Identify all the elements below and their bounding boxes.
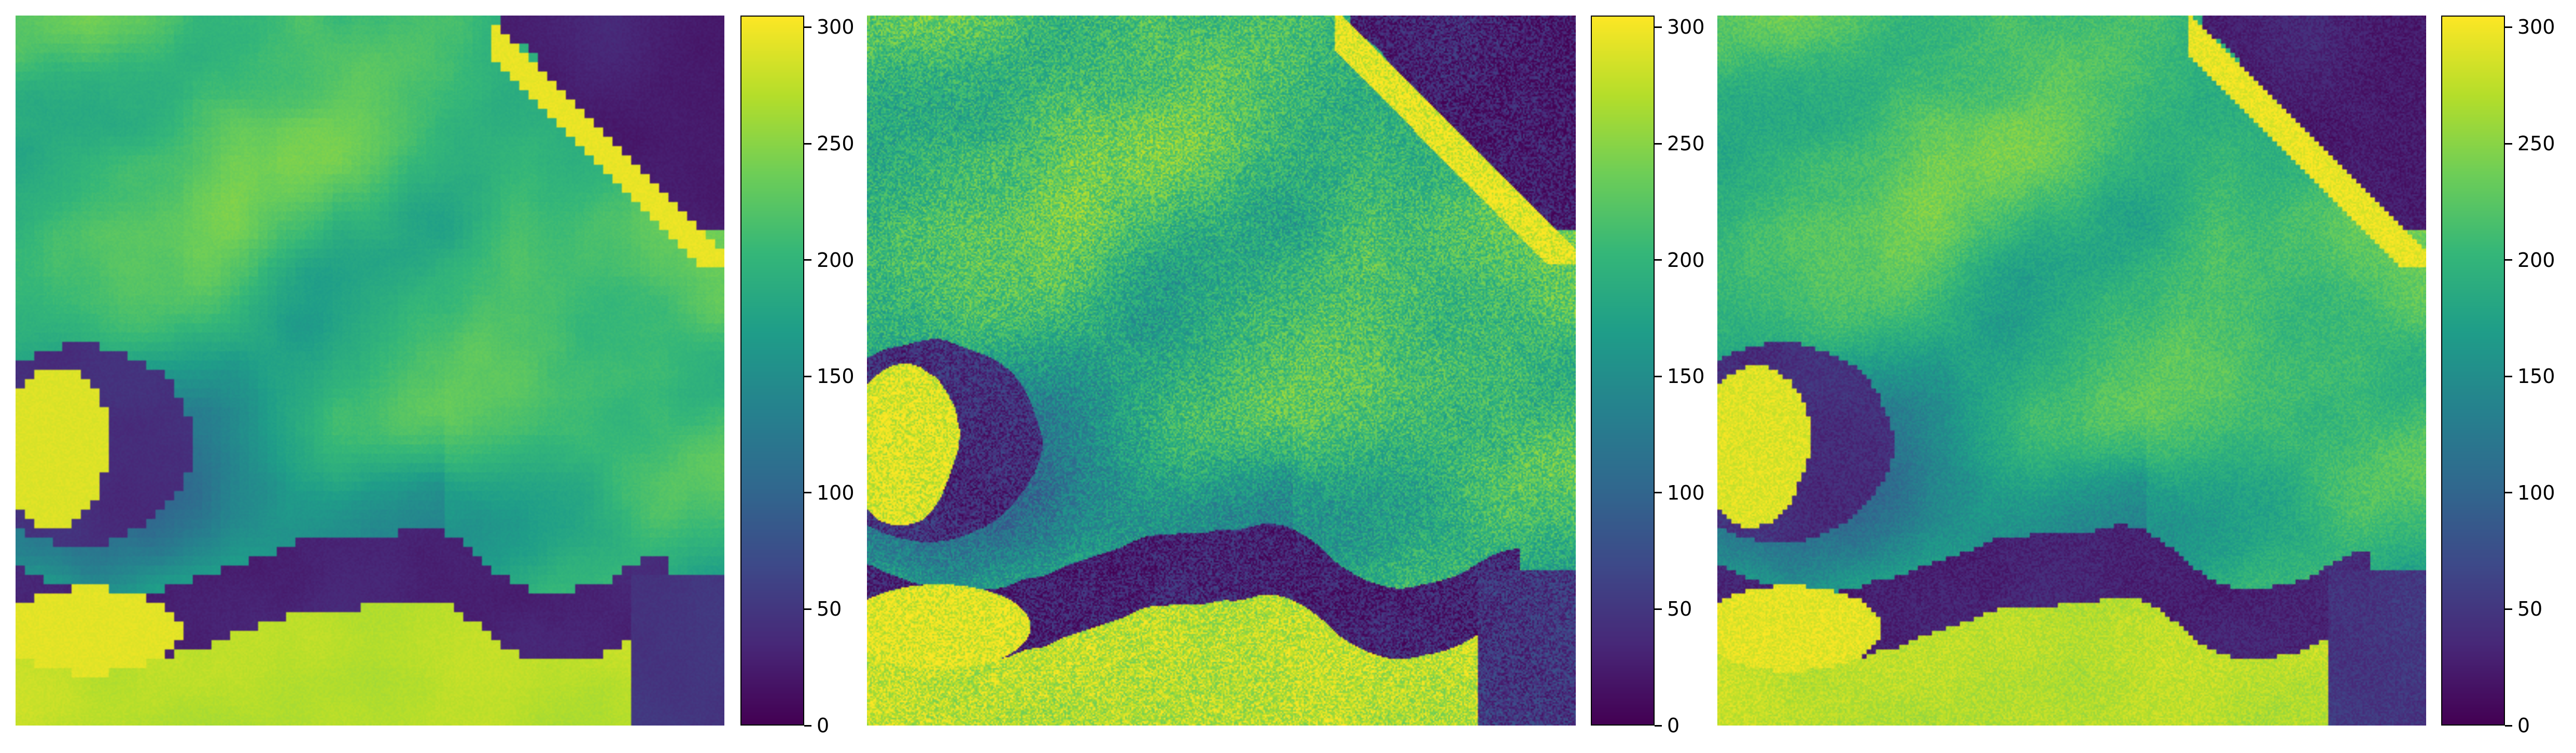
tick-mark xyxy=(1655,724,1662,727)
image-panel-2 xyxy=(867,16,1576,726)
tick-label: 200 xyxy=(817,248,855,272)
tick-label: 150 xyxy=(817,365,855,388)
tick-label: 200 xyxy=(1667,248,1705,272)
tick-label: 100 xyxy=(1667,481,1705,504)
tick-label: 300 xyxy=(2517,16,2555,39)
tick-mark xyxy=(804,259,811,261)
colorbar-gradient-2 xyxy=(1591,16,1655,726)
tick-label: 300 xyxy=(817,16,855,39)
tick-label: 0 xyxy=(817,714,830,737)
tick-mark xyxy=(1655,492,1662,494)
tick-mark xyxy=(2505,259,2512,261)
colorbar-1: 0 50 100 150 200 250 300 xyxy=(740,16,855,737)
tick-mark xyxy=(804,492,811,494)
tick-mark xyxy=(1655,608,1662,610)
tick-label: 250 xyxy=(817,132,855,155)
tick-mark xyxy=(804,26,811,28)
tick-mark xyxy=(2505,492,2512,494)
tick-mark xyxy=(2505,375,2512,377)
tick-label: 50 xyxy=(1667,598,1692,621)
tick-label: 50 xyxy=(2517,598,2543,621)
tick-label: 100 xyxy=(817,481,855,504)
tick-label: 250 xyxy=(2517,132,2555,155)
tick-mark xyxy=(1655,143,1662,145)
tick-mark xyxy=(804,143,811,145)
tick-mark xyxy=(2505,26,2512,28)
tick-mark xyxy=(804,608,811,610)
tick-mark xyxy=(1655,375,1662,377)
image-panel-3 xyxy=(1717,16,2426,726)
tick-label: 0 xyxy=(2517,714,2530,737)
tick-label: 100 xyxy=(2517,481,2555,504)
colorbar-2: 0 50 100 150 200 250 300 xyxy=(1591,16,1705,737)
heatmap-image-2 xyxy=(867,16,1576,726)
tick-label: 150 xyxy=(1667,365,1705,388)
tick-mark xyxy=(1655,26,1662,28)
tick-label: 200 xyxy=(2517,248,2555,272)
colorbar-gradient-1 xyxy=(740,16,804,726)
tick-mark xyxy=(804,724,811,727)
heatmap-image-3 xyxy=(1717,16,2426,726)
tick-mark xyxy=(2505,608,2512,610)
tick-mark xyxy=(1655,259,1662,261)
colorbar-gradient-3 xyxy=(2441,16,2505,726)
tick-mark xyxy=(2505,143,2512,145)
tick-mark xyxy=(804,375,811,377)
tick-label: 250 xyxy=(1667,132,1705,155)
colorbar-3: 0 50 100 150 200 250 300 xyxy=(2441,16,2555,737)
tick-label: 150 xyxy=(2517,365,2555,388)
tick-label: 0 xyxy=(1667,714,1680,737)
tick-mark xyxy=(2505,724,2512,727)
tick-label: 50 xyxy=(817,598,842,621)
tick-label: 300 xyxy=(1667,16,1705,39)
image-panel-1 xyxy=(16,16,724,726)
heatmap-image-1 xyxy=(16,16,724,726)
